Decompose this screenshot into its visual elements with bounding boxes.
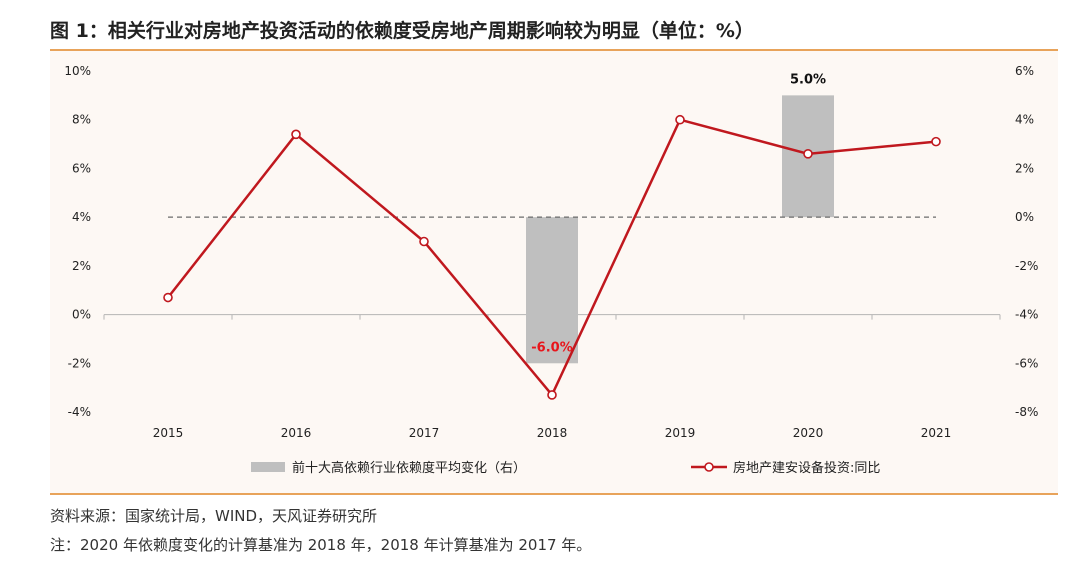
y-right-tick-label: 6%: [1015, 64, 1034, 78]
source-note: 资料来源：国家统计局，WIND，天风证券研究所: [50, 507, 378, 525]
x-tick-label: 2019: [665, 426, 696, 440]
footer-divider: [50, 493, 1058, 495]
y-left-tick-label: 8%: [72, 113, 91, 127]
legend-bar-label: 前十大高依赖行业依赖度平均变化（右）: [292, 460, 526, 476]
legend-line-label: 房地产建安设备投资:同比: [733, 460, 880, 476]
y-right-tick-label: 0%: [1015, 210, 1034, 224]
y-left-tick-label: 4%: [72, 210, 91, 224]
legend-line-marker: [704, 462, 714, 472]
y-right-tick-label: -4%: [1015, 308, 1038, 322]
legend-bar-swatch: [251, 462, 285, 472]
bar-data-label: -6.0%: [531, 340, 572, 355]
line-point: [803, 149, 813, 159]
footnote: 注：2020 年依赖度变化的计算基准为 2018 年，2018 年计算基准为 2…: [50, 536, 592, 554]
y-right-tick-label: 2%: [1015, 161, 1034, 175]
y-right-tick-label: -6%: [1015, 356, 1038, 370]
y-right-tick-label: -2%: [1015, 259, 1038, 273]
y-right-tick-label: -8%: [1015, 405, 1038, 419]
x-tick-label: 2020: [793, 426, 824, 440]
x-tick-label: 2015: [153, 426, 184, 440]
line-point: [419, 236, 429, 247]
line-point: [931, 136, 941, 147]
y-left-tick-label: -2%: [68, 356, 91, 370]
y-left-tick-label: 2%: [72, 259, 91, 273]
y-left-tick-label: 6%: [72, 161, 91, 175]
x-tick-label: 2017: [409, 426, 440, 440]
chart-title: 图 1：相关行业对房地产投资活动的依赖度受房地产周期影响较为明显（单位：%）: [50, 20, 754, 42]
line-point: [163, 292, 173, 303]
line-point: [675, 114, 685, 125]
y-left-tick-label: 10%: [64, 64, 91, 78]
line-point: [291, 129, 301, 140]
x-tick-label: 2021: [921, 426, 952, 440]
x-tick-label: 2018: [537, 426, 568, 440]
y-left-tick-label: 0%: [72, 308, 91, 322]
bar: [526, 217, 578, 364]
y-right-tick-label: 4%: [1015, 113, 1034, 127]
bar-data-label: 5.0%: [790, 72, 826, 87]
title-divider: [50, 49, 1058, 51]
x-tick-label: 2016: [281, 426, 312, 440]
y-left-tick-label: -4%: [68, 405, 91, 419]
line-point: [547, 390, 557, 400]
